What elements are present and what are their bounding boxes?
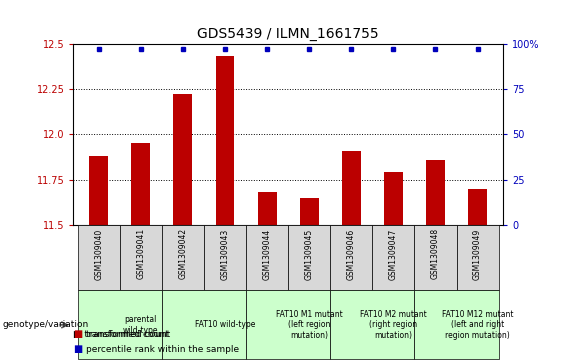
Text: GSM1309047: GSM1309047 <box>389 228 398 280</box>
Text: GSM1309043: GSM1309043 <box>220 228 229 280</box>
Text: FAT10 wild-type: FAT10 wild-type <box>195 321 255 329</box>
Text: genotype/variation: genotype/variation <box>3 321 89 329</box>
Bar <box>372 225 415 290</box>
Text: GSM1309045: GSM1309045 <box>305 228 314 280</box>
Bar <box>120 225 162 290</box>
Text: FAT10 M1 mutant
(left region
mutation): FAT10 M1 mutant (left region mutation) <box>276 310 342 340</box>
Text: GSM1309041: GSM1309041 <box>136 228 145 280</box>
Bar <box>299 198 319 225</box>
Title: GDS5439 / ILMN_1661755: GDS5439 / ILMN_1661755 <box>197 27 379 41</box>
Bar <box>77 290 162 359</box>
Bar <box>457 225 499 290</box>
Bar <box>331 290 415 359</box>
Bar <box>468 189 487 225</box>
Bar <box>215 56 234 225</box>
Text: percentile rank within the sample: percentile rank within the sample <box>86 345 239 354</box>
Bar <box>384 172 403 225</box>
Bar <box>173 94 192 225</box>
Text: ■: ■ <box>73 329 82 339</box>
Bar <box>246 225 288 290</box>
Text: GSM1309044: GSM1309044 <box>263 228 272 280</box>
Text: FAT10 M2 mutant
(right region
mutation): FAT10 M2 mutant (right region mutation) <box>360 310 427 340</box>
Text: ■ transformed count: ■ transformed count <box>73 330 169 339</box>
Text: GSM1309049: GSM1309049 <box>473 228 482 280</box>
Bar <box>89 156 108 225</box>
Text: transformed count: transformed count <box>86 330 170 339</box>
Bar <box>426 160 445 225</box>
Bar <box>288 225 331 290</box>
Bar <box>162 290 246 359</box>
Bar <box>331 225 372 290</box>
Text: FAT10 M12 mutant
(left and right
region mutation): FAT10 M12 mutant (left and right region … <box>442 310 514 340</box>
Bar <box>162 225 204 290</box>
Bar <box>415 225 457 290</box>
Text: parental
wild-type: parental wild-type <box>123 315 159 335</box>
Text: GSM1309046: GSM1309046 <box>347 228 356 280</box>
Bar <box>415 290 499 359</box>
Text: ■: ■ <box>73 344 82 354</box>
Bar <box>77 225 120 290</box>
Bar <box>204 225 246 290</box>
Bar <box>246 290 331 359</box>
Text: GSM1309042: GSM1309042 <box>179 228 188 280</box>
Text: GSM1309048: GSM1309048 <box>431 228 440 280</box>
Text: GSM1309040: GSM1309040 <box>94 228 103 280</box>
Bar <box>258 192 277 225</box>
Bar <box>131 143 150 225</box>
Bar <box>342 151 361 225</box>
